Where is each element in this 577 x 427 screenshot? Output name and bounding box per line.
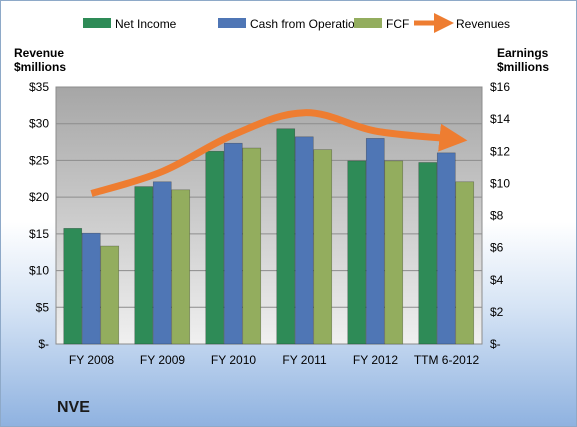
left-tick-label: $25 [29,153,49,167]
legend-swatch-cash-from-operations [218,18,246,28]
legend-swatch-fcf [354,18,382,28]
right-tick-label: $10 [490,176,510,190]
left-tick-label: $15 [29,227,49,241]
bar-cash-from-operations [436,152,456,345]
x-tick-label: FY 2008 [69,353,114,367]
left-tick-label: $10 [29,264,49,278]
bar-net-income [134,186,154,345]
right-tick-label: $- [490,337,501,351]
bar-cash-from-operations [365,138,385,345]
bars [63,128,475,345]
plot-area [55,86,483,345]
left-tick-label: $- [38,337,49,351]
x-tick-label: FY 2012 [353,353,398,367]
bar-cash-from-operations [152,181,172,345]
right-tick-label: $16 [490,80,510,94]
x-axis-ticks: FY 2008 FY 2009 FY 2010 FY 2011 FY 2012 TTM 6… [69,353,480,367]
legend-swatch-net-income [83,18,111,28]
bar-fcf [242,147,262,345]
right-tick-label: $8 [490,209,504,223]
bar-net-income [205,150,225,345]
bar-cash-from-operations [81,232,101,345]
revenue-line [90,109,468,197]
right-tick-label: $14 [490,112,510,126]
bar-net-income [276,128,296,345]
legend-label-revenues: Revenues [456,17,510,31]
right-axis-label-line2: $millions [497,60,549,74]
bar-net-income [347,160,367,345]
left-tick-label: $5 [36,300,50,314]
legend: Net Income Cash from Operations FCF Reve… [83,13,510,33]
right-tick-label: $4 [490,273,504,287]
legend-label-net-income: Net Income [115,17,177,31]
x-tick-label: FY 2010 [211,353,256,367]
bar-fcf [455,181,475,345]
left-axis-label-line2: $millions [14,60,66,74]
bar-fcf [313,149,333,345]
left-tick-label: $20 [29,190,49,204]
bar-cash-from-operations [294,136,314,345]
right-tick-label: $2 [490,305,504,319]
left-tick-label: $35 [29,80,49,94]
legend-label-cash-from-operations: Cash from Operations [250,17,367,31]
right-axis-ticks: $- $2 $4 $6 $8 $10 $12 $14 $16 [490,80,510,351]
left-tick-label: $30 [29,117,49,131]
right-tick-label: $12 [490,144,510,158]
x-tick-label: TTM 6-2012 [414,353,480,367]
gridlines [56,123,482,308]
company-name: NVE [57,399,90,416]
right-tick-label: $6 [490,241,504,255]
bar-cash-from-operations [223,142,243,345]
legend-label-fcf: FCF [386,17,409,31]
left-axis-label-line1: Revenue [14,46,64,60]
bar-net-income [63,228,83,345]
bar-fcf [171,189,191,345]
bar-fcf [100,245,120,345]
x-tick-label: FY 2009 [140,353,185,367]
x-tick-label: FY 2011 [282,353,327,367]
bar-net-income [418,162,438,345]
revenue-line-layer [90,109,468,197]
bar-fcf [384,160,404,345]
left-axis-ticks: $- $5 $10 $15 $20 $25 $30 $35 [29,80,49,351]
right-axis-label-line1: Earnings [497,46,549,60]
